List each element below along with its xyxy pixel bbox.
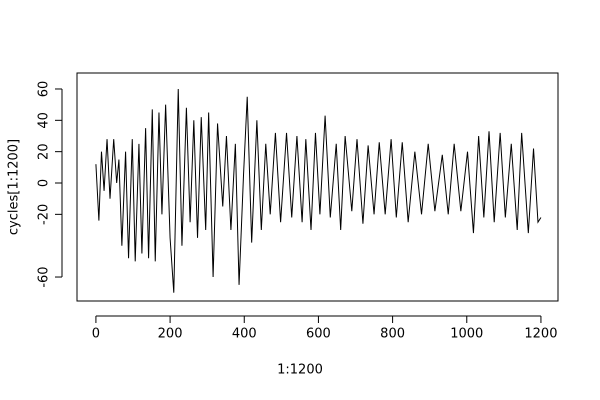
x-tick-label: 600 — [306, 327, 331, 342]
plot-box — [76, 72, 559, 302]
y-tick-label: -20 — [37, 204, 52, 225]
y-tick-label: 20 — [37, 143, 52, 160]
y-tick-label: 40 — [37, 112, 52, 129]
y-tick-label: 60 — [37, 81, 52, 98]
y-axis-label: cycles[1:1200] — [7, 139, 22, 235]
x-tick-label: 200 — [158, 327, 183, 342]
y-tick-label: 0 — [37, 179, 52, 187]
x-tick-label: 0 — [92, 327, 100, 342]
x-tick-label: 800 — [380, 327, 405, 342]
data-line — [95, 88, 542, 293]
y-tick-label: -60 — [37, 266, 52, 287]
x-tick-label: 1200 — [524, 327, 557, 342]
x-axis-label: 1:1200 — [277, 363, 323, 378]
x-tick-label: 400 — [232, 327, 257, 342]
x-tick-label: 1000 — [450, 327, 483, 342]
